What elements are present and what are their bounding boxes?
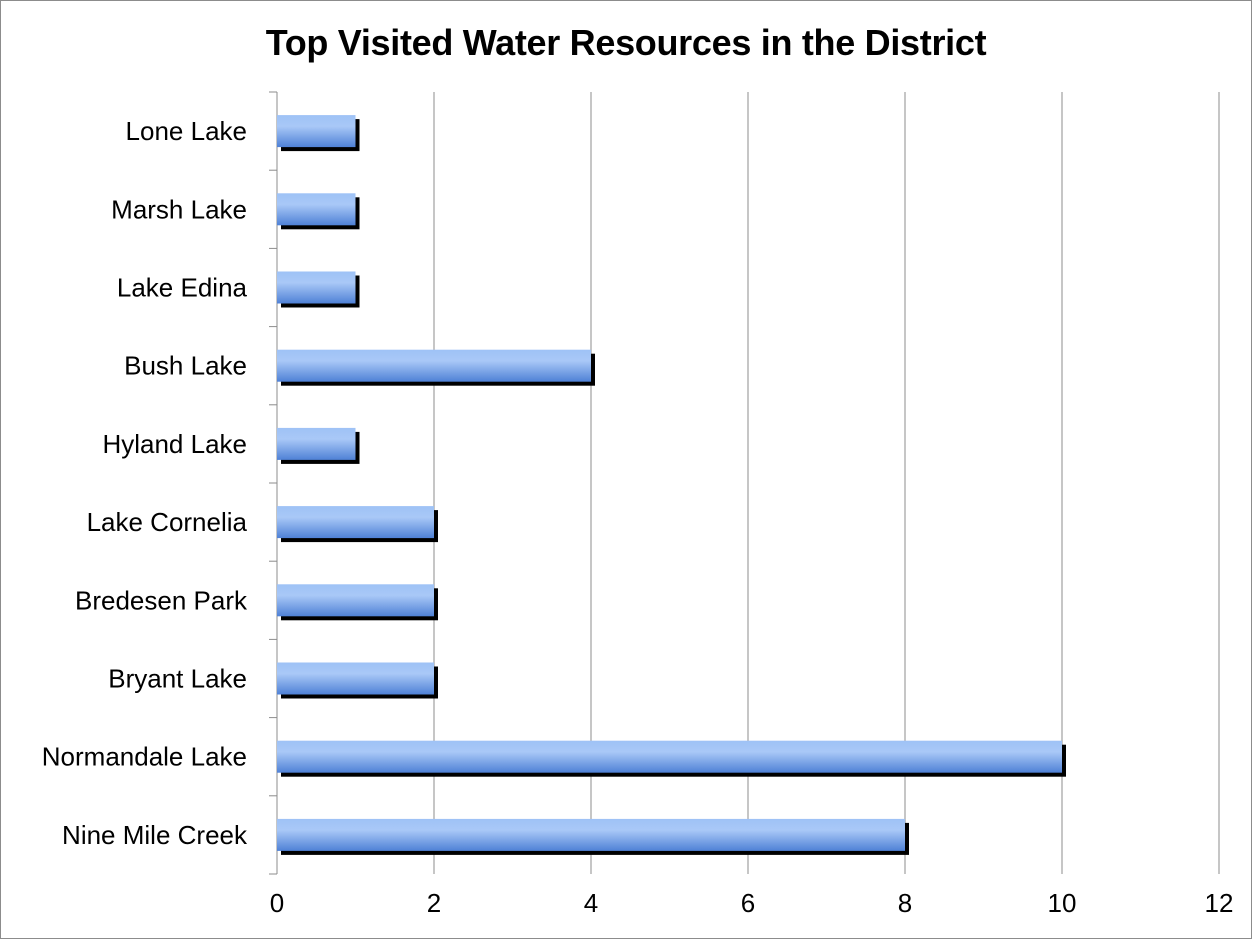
y-category-label: Marsh Lake <box>111 194 247 224</box>
bar <box>277 271 356 304</box>
x-tick-label: 2 <box>427 888 441 918</box>
bar <box>277 740 1062 773</box>
labels: 0 2 4 6 8 10 12 Nine Mile Creek Normandale Lake B… <box>42 116 1234 918</box>
y-category-label: Hyland Lake <box>102 429 247 459</box>
bars <box>277 115 1066 855</box>
y-category-label: Bredesen Park <box>75 585 248 615</box>
x-tick-label: 0 <box>270 888 284 918</box>
y-category-label: Normandale Lake <box>42 742 247 772</box>
x-tick-label: 4 <box>584 888 598 918</box>
y-category-label: Lake Cornelia <box>87 507 248 537</box>
bar <box>277 584 434 617</box>
bar <box>277 818 905 851</box>
x-tick-label: 12 <box>1205 888 1234 918</box>
bar <box>277 662 434 695</box>
bar <box>277 115 356 148</box>
chart-title: Top Visited Water Resources in the Distr… <box>265 22 987 63</box>
y-category-label: Bush Lake <box>124 351 247 381</box>
x-tick-label: 6 <box>741 888 755 918</box>
x-tick-label: 8 <box>898 888 912 918</box>
y-category-label: Nine Mile Creek <box>62 820 248 850</box>
y-category-label: Lone Lake <box>126 116 247 146</box>
x-tick-label: 10 <box>1048 888 1077 918</box>
bar <box>277 506 434 539</box>
bar <box>277 427 356 460</box>
bar <box>277 193 356 226</box>
y-category-label: Bryant Lake <box>108 664 247 694</box>
y-category-label: Lake Edina <box>117 273 248 303</box>
bar <box>277 349 591 382</box>
axes <box>269 91 278 875</box>
